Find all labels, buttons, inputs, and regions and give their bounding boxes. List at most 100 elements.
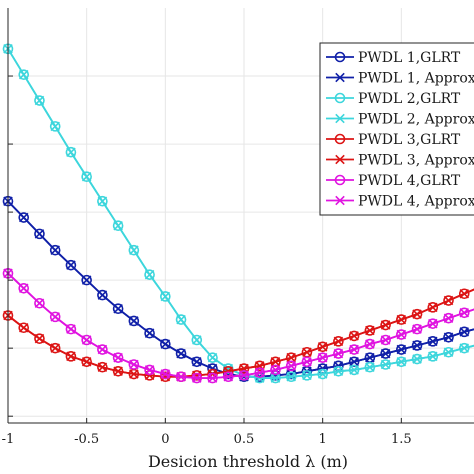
data-point — [81, 334, 92, 346]
legend-item: PWDL 3,GLRT — [326, 132, 461, 148]
data-point — [396, 357, 407, 367]
data-point — [428, 336, 438, 347]
data-point — [364, 338, 376, 350]
data-point — [396, 329, 407, 340]
legend-label: PWDL 4,GLRT — [358, 173, 461, 189]
data-point — [380, 348, 391, 359]
series-line — [7, 200, 474, 378]
legend-marker — [335, 72, 345, 83]
data-point — [66, 260, 76, 270]
data-point — [112, 220, 124, 232]
data-point — [270, 356, 281, 368]
data-point — [428, 351, 438, 362]
data-point — [128, 244, 140, 256]
data-point — [144, 365, 155, 375]
legend-marker — [334, 51, 346, 63]
legend-item: PWDL 2, Approx. — [326, 112, 474, 128]
data-point — [443, 331, 454, 343]
data-point — [18, 212, 29, 223]
data-point — [411, 340, 423, 351]
data-point — [348, 356, 360, 368]
x-tick-label: 0.5 — [234, 432, 255, 447]
data-point — [396, 344, 407, 355]
data-point — [286, 352, 296, 363]
data-point — [34, 95, 45, 106]
legend-label: PWDL 4, Approx. — [358, 194, 474, 210]
data-point — [380, 359, 391, 370]
x-tick-label: -1 — [2, 432, 15, 447]
data-point — [112, 303, 124, 315]
data-point — [365, 352, 375, 363]
data-point — [18, 212, 30, 223]
data-point — [365, 339, 375, 349]
series-8 — [3, 268, 474, 383]
legend-marker — [334, 174, 346, 186]
legend-box — [319, 42, 474, 216]
data-point — [50, 343, 60, 353]
data-point — [443, 313, 454, 323]
data-point — [443, 295, 454, 306]
data-point — [443, 332, 454, 343]
data-point — [18, 322, 29, 333]
data-point — [364, 325, 376, 336]
legend-label: PWDL 1, Approx. — [358, 71, 474, 87]
plot-series — [2, 43, 474, 384]
data-point — [427, 336, 439, 347]
data-point — [286, 361, 296, 371]
legend-item: PWDL 1,GLRT — [326, 50, 461, 66]
data-point — [301, 356, 313, 368]
data-point — [396, 344, 407, 355]
data-point — [18, 69, 30, 80]
data-point — [112, 352, 124, 363]
data-point — [270, 365, 281, 375]
axes: -1 -0.5 0 0.5 1 1.5 — [2, 8, 474, 447]
data-point — [66, 324, 76, 334]
data-point — [207, 352, 218, 363]
data-point — [396, 314, 407, 325]
data-point — [412, 324, 422, 334]
legend-item: PWDL 4,GLRT — [326, 173, 461, 189]
legend-marker — [335, 154, 345, 165]
data-point — [317, 342, 328, 352]
data-point — [428, 302, 438, 313]
data-point — [144, 269, 155, 280]
data-point — [176, 348, 186, 359]
data-point — [81, 275, 92, 285]
data-point — [18, 69, 29, 80]
data-point — [65, 146, 77, 158]
legend-item: PWDL 4, Approx. — [326, 194, 474, 210]
legend-item: PWDL 1, Approx. — [326, 71, 474, 87]
data-point — [34, 95, 45, 106]
legend-marker — [334, 92, 346, 104]
data-point — [348, 344, 360, 355]
data-point — [348, 330, 360, 342]
data-point — [254, 367, 265, 378]
data-point — [317, 341, 328, 353]
series-line — [7, 200, 474, 378]
data-point — [50, 312, 60, 322]
data-point — [207, 352, 218, 363]
data-point — [113, 366, 123, 377]
data-point — [34, 229, 45, 239]
data-point — [302, 357, 312, 367]
data-point — [459, 327, 470, 337]
data-point — [317, 369, 328, 379]
data-point — [97, 290, 108, 300]
data-point — [97, 344, 108, 355]
data-point — [459, 288, 470, 299]
data-point — [160, 338, 171, 350]
x-axis-label: Desicion threshold λ (m) — [148, 452, 348, 471]
data-point — [50, 121, 60, 132]
data-point — [427, 318, 439, 329]
data-point — [81, 357, 92, 367]
legend-marker — [334, 133, 346, 145]
data-point — [113, 303, 123, 314]
data-point — [113, 352, 123, 363]
data-point — [380, 335, 391, 345]
data-point — [175, 314, 187, 325]
legend-item: PWDL 3, Approx. — [326, 153, 474, 169]
legend-label: PWDL 2, Approx. — [358, 112, 474, 128]
legend-label: PWDL 3,GLRT — [358, 132, 461, 148]
data-point — [160, 369, 171, 379]
